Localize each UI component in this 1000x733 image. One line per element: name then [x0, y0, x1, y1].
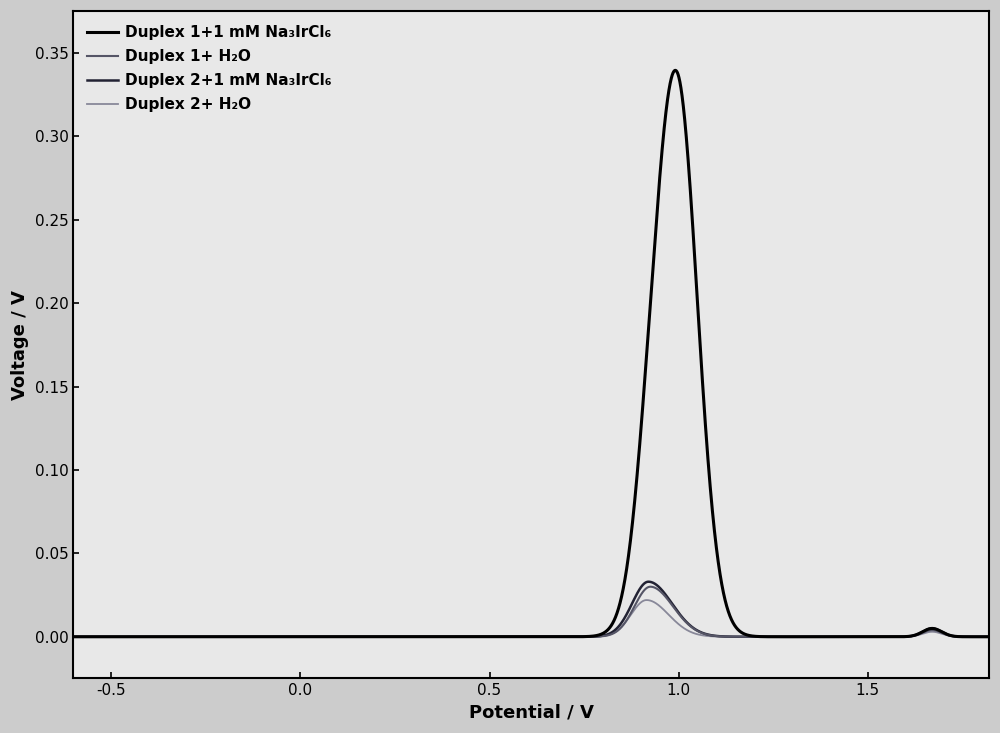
- Duplex 1+1 mM Na₃IrCl₆: [399, 633, 411, 641]
- Duplex 1+ H₂O: [795, 633, 807, 641]
- Duplex 1+ H₂O: [983, 633, 995, 641]
- Duplex 1+ H₂O: [113, 633, 125, 641]
- Line: Duplex 2+1 mM Na₃IrCl₆: Duplex 2+1 mM Na₃IrCl₆: [73, 582, 989, 637]
- Duplex 1+ H₂O: [649, 583, 661, 592]
- Duplex 2+1 mM Na₃IrCl₆: [649, 580, 661, 589]
- Duplex 2+ H₂O: [983, 633, 995, 641]
- Duplex 2+1 mM Na₃IrCl₆: [67, 633, 79, 641]
- Duplex 2+ H₂O: [609, 627, 621, 636]
- Duplex 2+1 mM Na₃IrCl₆: [795, 633, 807, 641]
- Line: Duplex 2+ H₂O: Duplex 2+ H₂O: [73, 600, 989, 637]
- X-axis label: Potential / V: Potential / V: [469, 704, 594, 722]
- Legend: Duplex 1+1 mM Na₃IrCl₆, Duplex 1+ H₂O, Duplex 2+1 mM Na₃IrCl₆, Duplex 2+ H₂O: Duplex 1+1 mM Na₃IrCl₆, Duplex 1+ H₂O, D…: [81, 19, 338, 119]
- Duplex 2+1 mM Na₃IrCl₆: [983, 633, 995, 641]
- Duplex 1+1 mM Na₃IrCl₆: [746, 632, 758, 641]
- Duplex 1+ H₂O: [644, 582, 656, 591]
- Duplex 1+ H₂O: [399, 633, 411, 641]
- Line: Duplex 1+ H₂O: Duplex 1+ H₂O: [73, 586, 989, 637]
- Duplex 1+ H₂O: [67, 633, 79, 641]
- Duplex 1+ H₂O: [609, 628, 621, 637]
- Duplex 2+ H₂O: [641, 596, 653, 605]
- Duplex 1+1 mM Na₃IrCl₆: [609, 614, 621, 622]
- Duplex 2+1 mM Na₃IrCl₆: [642, 578, 654, 586]
- Duplex 1+1 mM Na₃IrCl₆: [983, 633, 995, 641]
- Duplex 1+1 mM Na₃IrCl₆: [113, 633, 125, 641]
- Duplex 2+ H₂O: [746, 633, 758, 641]
- Duplex 2+1 mM Na₃IrCl₆: [399, 633, 411, 641]
- Duplex 2+1 mM Na₃IrCl₆: [746, 633, 758, 641]
- Duplex 1+1 mM Na₃IrCl₆: [649, 235, 661, 243]
- Duplex 1+1 mM Na₃IrCl₆: [795, 633, 807, 641]
- Duplex 1+1 mM Na₃IrCl₆: [669, 66, 681, 75]
- Duplex 2+1 mM Na₃IrCl₆: [609, 625, 621, 634]
- Duplex 2+ H₂O: [649, 598, 661, 607]
- Duplex 2+ H₂O: [399, 633, 411, 641]
- Duplex 2+1 mM Na₃IrCl₆: [113, 633, 125, 641]
- Duplex 2+ H₂O: [113, 633, 125, 641]
- Duplex 1+1 mM Na₃IrCl₆: [67, 633, 79, 641]
- Line: Duplex 1+1 mM Na₃IrCl₆: Duplex 1+1 mM Na₃IrCl₆: [73, 70, 989, 637]
- Y-axis label: Voltage / V: Voltage / V: [11, 290, 29, 399]
- Duplex 2+ H₂O: [67, 633, 79, 641]
- Duplex 1+ H₂O: [746, 633, 758, 641]
- Duplex 2+ H₂O: [795, 633, 807, 641]
